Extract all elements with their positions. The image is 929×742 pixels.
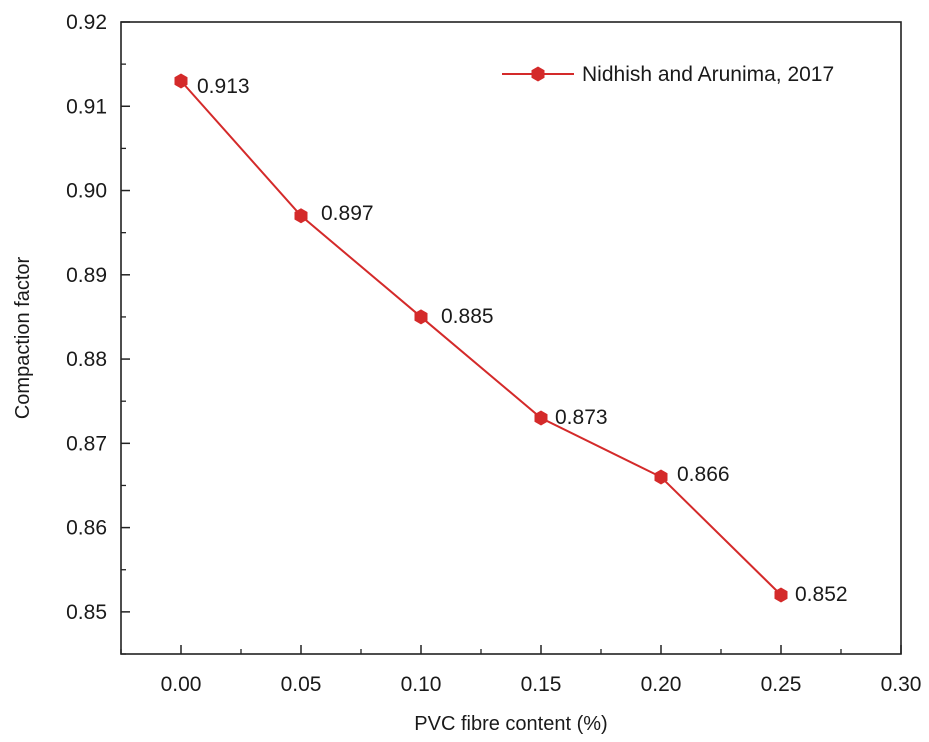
y-axis-title: Compaction factor (12, 257, 34, 420)
data-label: 0.913 (197, 75, 250, 98)
data-point (534, 410, 548, 426)
y-tick-label: 0.87 (66, 432, 107, 455)
data-label: 0.897 (321, 202, 374, 225)
data-label: 0.852 (795, 583, 848, 606)
x-axis: 0.00 0.05 0.10 0.15 0.20 0.25 0.30 (120, 645, 922, 696)
x-tick-label: 0.05 (281, 673, 322, 696)
data-label: 0.885 (441, 305, 494, 328)
data-label: 0.866 (677, 463, 730, 486)
series-line (180, 80, 782, 596)
plot-frame (120, 21, 902, 655)
data-point (414, 309, 428, 325)
y-tick-label: 0.91 (66, 95, 107, 118)
x-tick-label: 0.25 (761, 673, 802, 696)
x-tick-label: 0.00 (161, 673, 202, 696)
y-tick-label: 0.89 (66, 264, 107, 287)
y-axis: 0.85 0.86 0.87 0.88 0.89 0.90 0.91 0.92 (66, 11, 130, 655)
x-tick-label: 0.15 (521, 673, 562, 696)
data-point (654, 469, 668, 485)
legend: Nidhish and Arunima, 2017 (502, 63, 834, 86)
x-tick-label: 0.10 (401, 673, 442, 696)
y-tick-label: 0.90 (66, 180, 107, 203)
x-tick-label: 0.20 (641, 673, 682, 696)
y-tick-label: 0.86 (66, 517, 107, 540)
legend-label: Nidhish and Arunima, 2017 (582, 63, 834, 86)
data-point (174, 73, 188, 89)
data-point (294, 208, 308, 224)
legend-marker (531, 66, 545, 82)
x-tick-label: 0.30 (881, 673, 922, 696)
data-point (774, 587, 788, 603)
data-label: 0.873 (555, 406, 608, 429)
y-tick-label: 0.92 (66, 11, 107, 34)
y-tick-label: 0.85 (66, 601, 107, 624)
x-axis-title: PVC fibre content (%) (414, 713, 607, 735)
series-layer: 0.913 0.897 0.885 0.873 0.866 0.852 (174, 73, 848, 606)
y-tick-label: 0.88 (66, 348, 107, 371)
